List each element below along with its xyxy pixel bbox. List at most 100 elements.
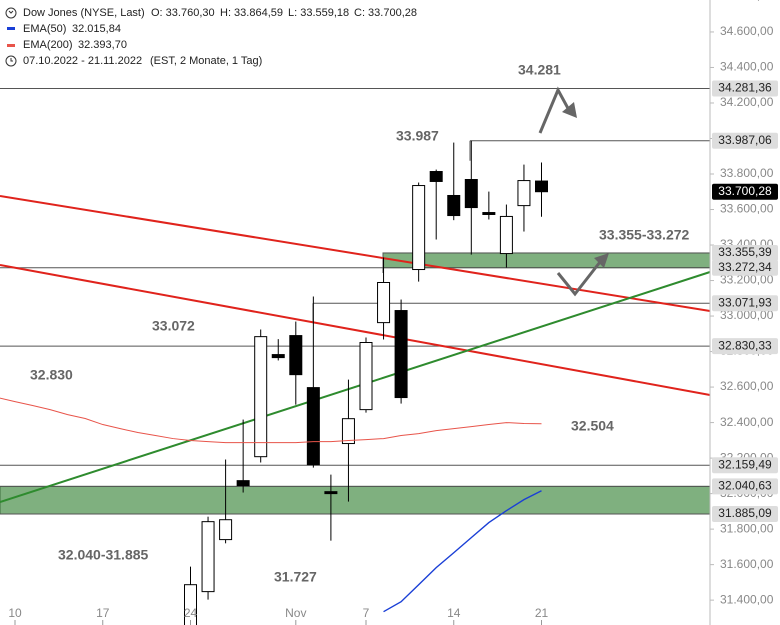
y-tick-label: 33.200,00 [720, 273, 774, 287]
price-label-box [712, 457, 778, 474]
annotation: 32.040-31.885 [58, 547, 149, 563]
period-detail: (EST, 2 Monate, 1 Tag) [150, 55, 262, 67]
x-tick-label: Nov [285, 606, 306, 620]
y-tick-label: 31.800,00 [720, 521, 774, 535]
y-tick-label: 33.600,00 [720, 202, 774, 216]
candle-body [447, 194, 461, 217]
candle-body [341, 418, 355, 445]
price-label: 33.355,39 [718, 245, 772, 259]
candle-body [201, 521, 215, 593]
ema-line [0, 397, 542, 444]
annotation: 31.727 [274, 569, 317, 585]
price-label-box [712, 338, 778, 355]
candle-body [359, 342, 373, 411]
candle-body [464, 179, 478, 209]
y-tick-label: 33.800,00 [720, 166, 774, 180]
icon [5, 55, 17, 67]
price-label-box [712, 80, 778, 97]
candle-body [289, 335, 303, 376]
ohlc: H: 33.864,59 [220, 7, 283, 19]
price-label: 32.830,33 [718, 338, 772, 352]
icon [5, 7, 17, 19]
arrow [556, 261, 602, 297]
price-label: 32.159,49 [718, 457, 772, 471]
price-label: 33.272,34 [718, 260, 772, 274]
legend-value: 32.015,84 [72, 23, 121, 35]
y-tick-label: 34.400,00 [720, 60, 774, 74]
candle-body [517, 180, 531, 207]
annotation: 33.987 [396, 128, 439, 144]
legend-value: 32.393,70 [78, 39, 127, 51]
level-lines [0, 88, 710, 515]
trend-line [0, 271, 711, 503]
price-label: 33.700,28 [718, 184, 772, 198]
trend-line [0, 195, 711, 312]
price-label: 33.071,93 [718, 295, 772, 309]
ohlc: L: 33.559,18 [288, 7, 349, 19]
candle-body [184, 584, 197, 625]
y-tick-label: 34.800,00 [720, 0, 774, 3]
price-label-box [712, 295, 778, 312]
candle-body [324, 491, 338, 495]
price-label: 33.987,06 [718, 133, 772, 147]
arrowhead [562, 102, 577, 118]
y-tick-label: 33.000,00 [720, 308, 774, 322]
candle-body [271, 354, 285, 359]
price-label: 32.040,63 [718, 479, 772, 493]
title: Dow Jones (NYSE, Last) [23, 7, 145, 19]
ema-line [383, 490, 542, 613]
price-label-box [712, 132, 778, 149]
trend-line [0, 264, 711, 396]
candle-body [535, 180, 548, 193]
price-label: 34.281,36 [718, 81, 772, 95]
candle-body [482, 212, 496, 215]
y-tick-label: 34.600,00 [720, 24, 774, 38]
icon [10, 58, 13, 62]
candle-body [394, 310, 408, 399]
arrowhead [594, 253, 609, 268]
price-label-box [712, 244, 778, 261]
price-label-box [712, 183, 778, 200]
annotation: 32.504 [571, 418, 614, 434]
legend-label: EMA(50) [23, 23, 66, 35]
y-tick-label: 31.400,00 [720, 592, 774, 606]
x-tick-label: 7 [363, 606, 370, 620]
ohlc: O: 33.760,30 [151, 7, 215, 19]
candle-body [236, 480, 250, 487]
header: Dow Jones (NYSE, Last) O: 33.760,30 H: 3… [5, 7, 417, 67]
candle-body [429, 171, 443, 182]
x-tick-label: 14 [447, 606, 461, 620]
period: 07.10.2022 - 21.11.2022 [23, 55, 142, 67]
candle-body [499, 215, 513, 255]
x-tick-label: 10 [8, 606, 22, 620]
annotation: 32.830 [30, 367, 73, 383]
icon [8, 10, 14, 14]
candle-body [377, 281, 391, 324]
x-tick-label: 21 [535, 606, 549, 620]
x-tick-label: 17 [96, 606, 110, 620]
ohlc: C: 33.700,28 [354, 7, 417, 19]
y-axis: 31.400,0031.600,0031.800,0032.000,0032.2… [8, 0, 778, 625]
plot [0, 140, 548, 625]
price-label-box [712, 478, 778, 495]
price-label-box [712, 259, 778, 276]
candle-body [254, 336, 268, 458]
annotation: 33.355-33.272 [599, 227, 690, 243]
legend-swatch [7, 44, 15, 47]
x-tick-label: 24 [184, 606, 198, 620]
y-tick-label: 34.200,00 [720, 95, 774, 109]
support-zones [0, 252, 711, 515]
legend-swatch [7, 27, 15, 30]
arrow [538, 86, 572, 134]
candle-body [412, 185, 426, 271]
annotation: 34.281 [518, 62, 561, 78]
price-label-box [712, 506, 778, 523]
legend-label: EMA(200) [23, 39, 73, 51]
zone [0, 485, 711, 515]
y-tick-label: 32.400,00 [720, 415, 774, 429]
y-tick-label: 31.600,00 [720, 557, 774, 571]
y-tick-label: 32.600,00 [720, 379, 774, 393]
annotation: 33.072 [152, 318, 195, 334]
candle-body [219, 519, 233, 541]
